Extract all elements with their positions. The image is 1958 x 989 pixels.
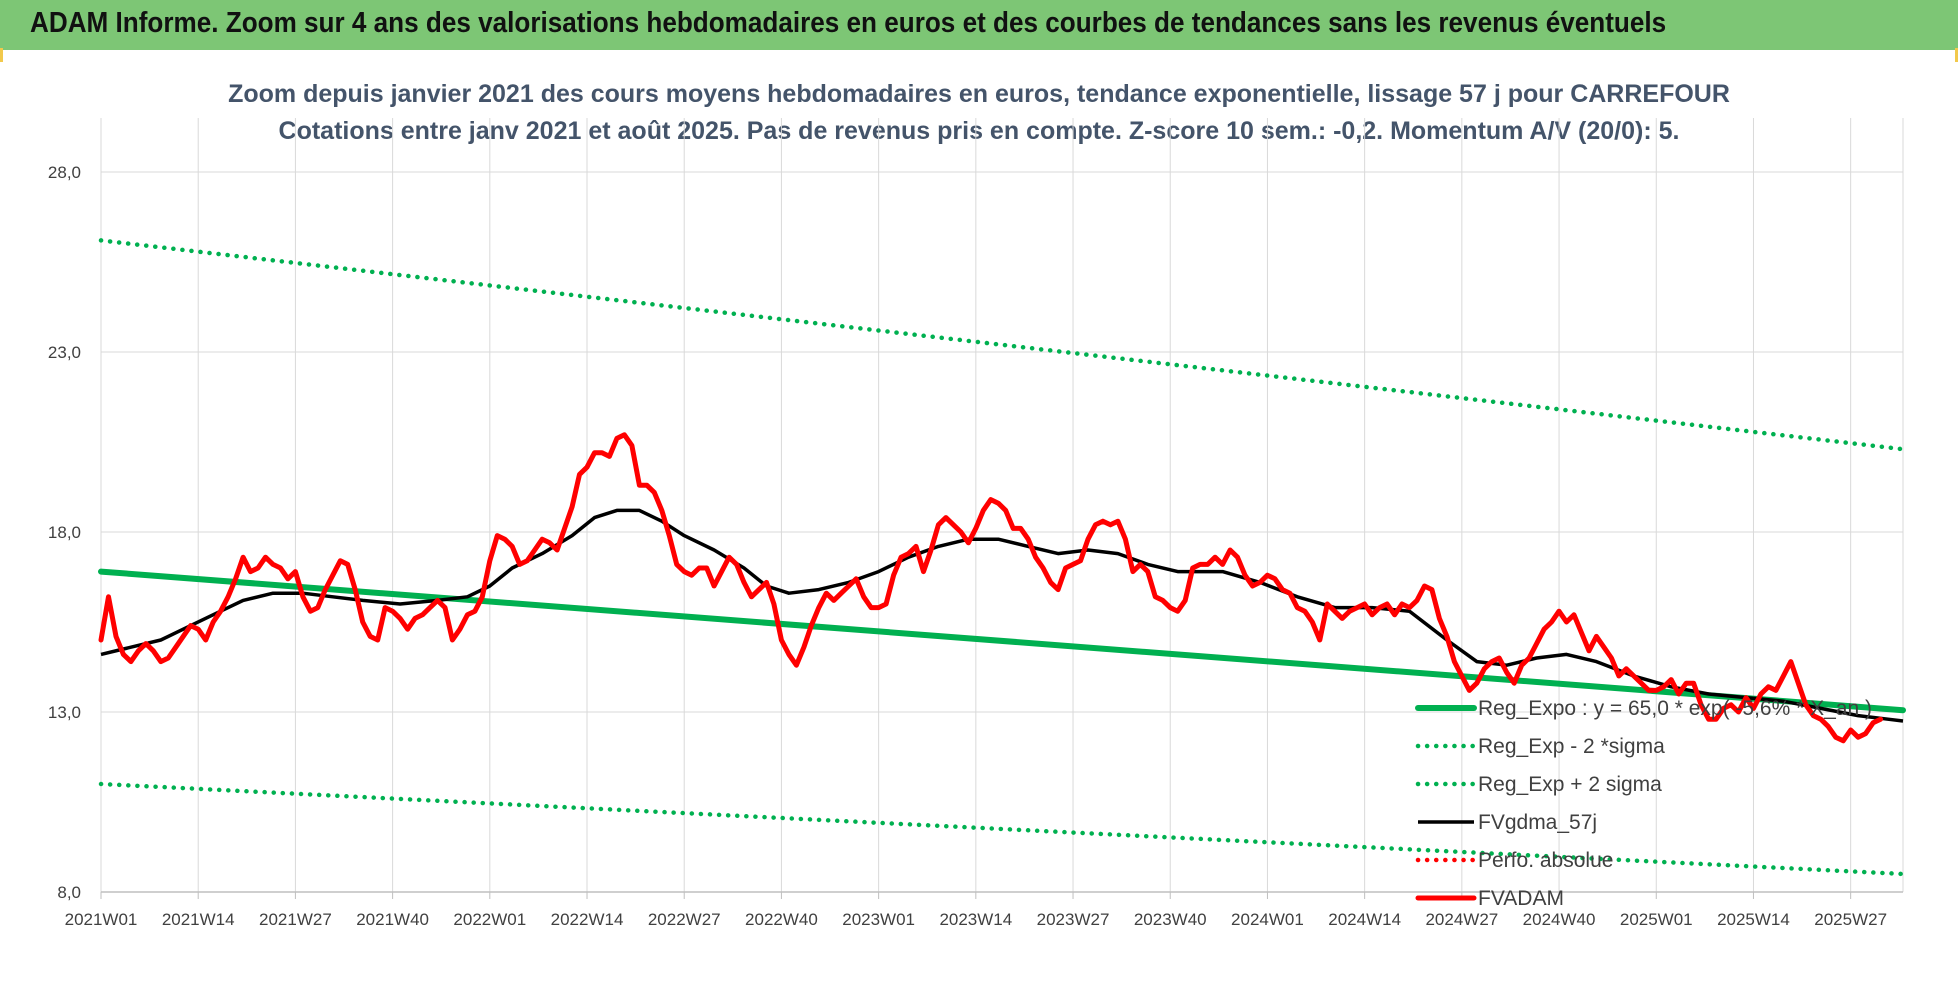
y-tick-label: 8,0	[57, 883, 81, 902]
series-line-reg_expo-0	[98, 568, 1906, 714]
y-axis-ticks: 8,0 13,0 18,0 23,0 28,0	[48, 163, 81, 902]
x-tick-label: 2025W27	[1814, 910, 1887, 929]
x-tick-label: 2021W27	[259, 910, 332, 929]
x-tick-label: 2024W27	[1425, 910, 1498, 929]
y-tick-label: 23,0	[48, 343, 81, 362]
x-tick-label: 2024W14	[1328, 910, 1401, 929]
legend-label: FVADAM	[1478, 887, 1564, 910]
chart-title: Zoom depuis janvier 2021 des cours moyen…	[228, 80, 1730, 108]
x-axis-ticks: 2021W01 2021W14 2021W27 2021W40 2022W01 2022W…	[65, 892, 1887, 929]
x-tick-label: 2023W27	[1037, 910, 1110, 929]
legend-label: Reg_Exp + 2 sigma	[1478, 773, 1662, 796]
legend-label: Reg_Exp - 2 *sigma	[1478, 735, 1665, 758]
series-line-reg_exp-2	[98, 238, 1906, 452]
chart-subtitle: Cotations entre janv 2021 et août 2025. …	[279, 117, 1680, 145]
right-edge-marker	[1955, 48, 1958, 62]
x-tick-label: 2021W40	[356, 910, 429, 929]
series-line-fvgdma_57j-3	[100, 508, 1904, 723]
series-line-fvadam-5	[98, 432, 1884, 744]
legend-label: Reg_Expo : y = 65,0 * exp( -5,6% * X_an …	[1478, 697, 1872, 720]
x-tick-label: 2021W14	[162, 910, 235, 929]
x-tick-label: 2023W14	[939, 910, 1012, 929]
header-banner: ADAM Informe. Zoom sur 4 ans des valoris…	[0, 0, 1958, 50]
x-tick-label: 2024W40	[1523, 910, 1596, 929]
line-chart: Zoom depuis janvier 2021 des cours moyen…	[48, 80, 1906, 929]
x-tick-label: 2022W14	[551, 910, 624, 929]
x-tick-label: 2023W01	[842, 910, 915, 929]
legend: Reg_Expo : y = 65,0 * exp( -5,6% * X_an …	[1415, 697, 1872, 910]
x-tick-label: 2024W01	[1231, 910, 1304, 929]
left-edge-marker	[0, 48, 3, 62]
y-tick-label: 13,0	[48, 703, 81, 722]
banner-title: ADAM Informe. Zoom sur 4 ans des valoris…	[30, 7, 1667, 39]
legend-label: FVgdma_57j	[1478, 811, 1597, 834]
grid-lines	[100, 118, 1904, 893]
chart-area: Zoom depuis janvier 2021 des cours moyen…	[0, 50, 1958, 984]
x-tick-label: 2022W40	[745, 910, 818, 929]
series-lines	[98, 238, 1906, 877]
x-tick-label: 2023W40	[1134, 910, 1207, 929]
x-tick-label: 2025W14	[1717, 910, 1790, 929]
x-tick-label: 2025W01	[1620, 910, 1693, 929]
x-tick-label: 2021W01	[65, 910, 138, 929]
x-tick-label: 2022W01	[453, 910, 526, 929]
series-line-reg_exp-1	[98, 781, 1906, 877]
legend-label: Perfo. absolue	[1478, 849, 1613, 872]
x-tick-label: 2022W27	[648, 910, 721, 929]
y-tick-label: 28,0	[48, 163, 81, 182]
y-tick-label: 18,0	[48, 523, 81, 542]
